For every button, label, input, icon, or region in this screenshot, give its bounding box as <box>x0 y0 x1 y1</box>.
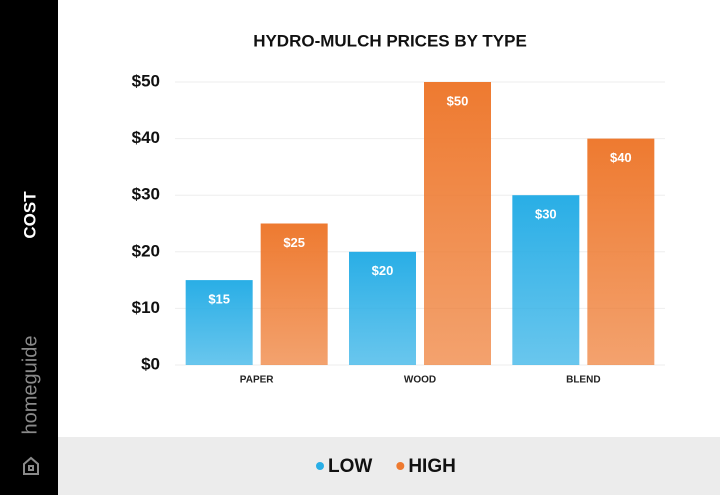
value-label: $25 <box>283 235 305 250</box>
x-tick-label: WOOD <box>404 375 436 386</box>
y-tick-label: $50 <box>132 71 160 90</box>
bar <box>349 251 416 365</box>
y-axis-label: COST <box>20 191 39 239</box>
x-tick-label: BLEND <box>566 375 600 386</box>
x-tick-label: PAPER <box>240 375 274 386</box>
brand: homeguide <box>19 336 41 435</box>
legend-band <box>58 437 720 495</box>
legend-marker <box>316 462 324 470</box>
bar <box>587 138 655 365</box>
y-tick-label: $30 <box>132 185 160 204</box>
bar <box>260 223 328 365</box>
legend-label: HIGH <box>408 456 456 477</box>
y-tick-label: $10 <box>132 298 160 317</box>
bar <box>424 82 491 365</box>
bar <box>185 280 253 365</box>
sidebar <box>0 0 58 495</box>
bar <box>512 195 580 365</box>
legend-label: LOW <box>328 456 372 477</box>
brand-icon <box>23 456 39 475</box>
legend-marker <box>396 462 405 470</box>
value-label: $15 <box>208 292 230 307</box>
y-tick-label: $0 <box>141 354 160 373</box>
y-tick-label: $20 <box>132 241 160 260</box>
value-label: $30 <box>535 207 557 222</box>
y-tick-label: $40 <box>132 128 160 147</box>
chart-title: HYDRO-MULCH PRICES BY TYPE <box>253 31 527 50</box>
value-label: $40 <box>610 150 632 165</box>
value-label: $20 <box>372 263 394 278</box>
value-label: $50 <box>447 93 469 108</box>
